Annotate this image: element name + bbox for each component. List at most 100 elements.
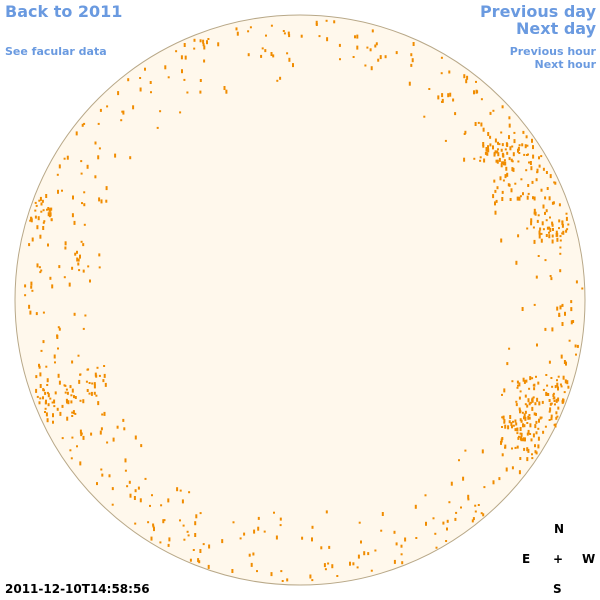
facula <box>236 31 239 36</box>
facula <box>551 327 554 332</box>
facula <box>499 176 502 181</box>
previous-day-link[interactable]: Previous day <box>479 2 596 21</box>
facula <box>555 398 558 403</box>
next-day-link[interactable]: Next day <box>516 19 596 38</box>
facula <box>561 322 564 326</box>
facula <box>552 394 555 397</box>
facula <box>106 105 109 108</box>
facula <box>479 159 482 162</box>
facula <box>54 391 57 395</box>
facula <box>521 143 524 147</box>
facula <box>103 411 106 416</box>
facula <box>70 400 73 404</box>
facula <box>493 152 496 157</box>
facula <box>504 161 507 166</box>
facula <box>503 419 506 423</box>
facula <box>502 179 505 182</box>
facula <box>202 43 205 47</box>
facula <box>542 167 545 171</box>
back-link[interactable]: Back to 2011 <box>5 2 123 21</box>
facula <box>134 489 137 493</box>
facula <box>516 196 519 201</box>
facula <box>98 197 101 202</box>
facula <box>288 57 291 62</box>
facula <box>356 566 359 569</box>
facula <box>80 240 83 243</box>
facula <box>482 142 485 146</box>
facula <box>509 146 512 151</box>
facula <box>480 512 483 515</box>
facula <box>152 525 155 528</box>
facula <box>159 110 162 113</box>
facula <box>485 147 488 151</box>
facula <box>79 461 82 466</box>
facula <box>42 221 45 224</box>
facula <box>548 231 550 234</box>
facula <box>495 199 498 203</box>
facula <box>30 281 33 286</box>
facula <box>482 513 485 517</box>
facula <box>270 24 273 27</box>
facula <box>73 395 75 399</box>
facula <box>554 385 557 389</box>
facula <box>58 380 61 385</box>
compass-east: E <box>522 552 531 566</box>
facula <box>521 411 524 414</box>
facula <box>194 521 197 526</box>
facula <box>96 366 99 369</box>
facula <box>537 381 540 385</box>
facula <box>56 335 59 339</box>
facula <box>465 79 468 84</box>
facula <box>466 75 469 80</box>
facula <box>517 234 520 238</box>
facula <box>450 481 453 486</box>
facula <box>52 413 54 418</box>
facula <box>529 433 532 435</box>
facula <box>526 144 529 147</box>
facula <box>518 144 521 147</box>
facula <box>79 254 81 259</box>
facular-link[interactable]: See facular data <box>5 45 107 58</box>
facula <box>552 397 555 400</box>
facula <box>150 91 152 94</box>
facula <box>52 420 54 424</box>
facula <box>94 175 97 179</box>
facula <box>512 152 515 157</box>
facula <box>526 404 529 408</box>
facula <box>74 412 77 415</box>
facula <box>375 42 378 46</box>
facula <box>425 521 427 526</box>
facula <box>500 238 503 243</box>
facula <box>101 413 104 416</box>
facula <box>562 230 565 235</box>
facula <box>455 511 458 514</box>
facula <box>512 420 514 423</box>
next-hour-link[interactable]: Next hour <box>534 58 597 71</box>
facula <box>37 216 40 221</box>
facula <box>446 519 449 523</box>
facula <box>534 211 537 216</box>
facula <box>428 88 431 90</box>
facula <box>59 411 62 416</box>
facula <box>404 537 407 542</box>
facula <box>534 424 537 429</box>
facula <box>83 223 86 226</box>
facula <box>257 526 260 531</box>
facula <box>83 191 86 194</box>
facula <box>501 152 504 157</box>
solar-disk <box>14 14 586 586</box>
facula <box>554 181 557 185</box>
previous-hour-link[interactable]: Previous hour <box>509 45 596 58</box>
facula <box>370 66 373 71</box>
facula <box>381 512 384 516</box>
facula <box>527 192 530 195</box>
facula <box>38 199 41 202</box>
facula <box>35 388 38 393</box>
facula <box>447 93 450 98</box>
facula <box>505 467 508 472</box>
facula <box>411 58 414 63</box>
facula <box>523 416 525 420</box>
facula <box>508 135 510 140</box>
facula <box>133 496 136 500</box>
facula <box>537 444 540 449</box>
